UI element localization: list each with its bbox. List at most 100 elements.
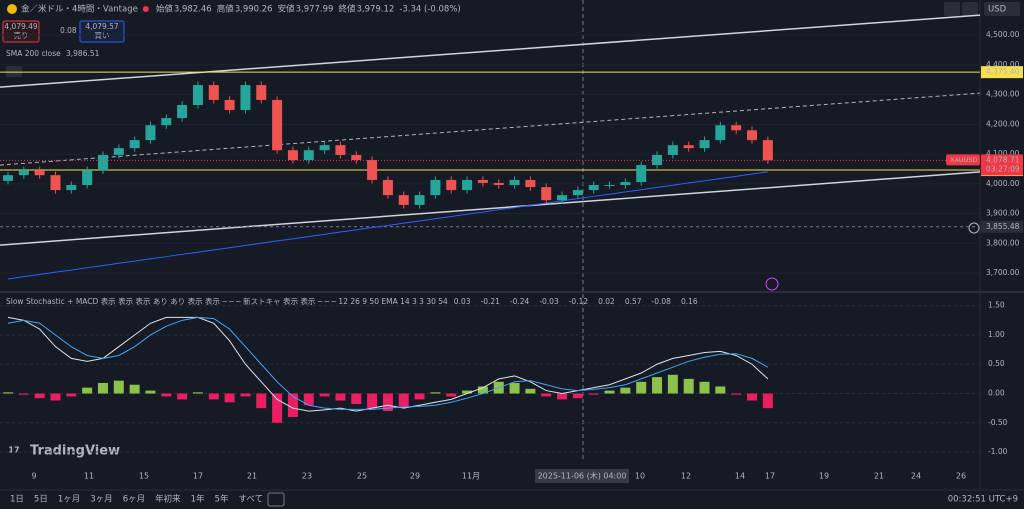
- y-tick-label: -1.00: [988, 447, 1008, 456]
- candle-body: [747, 130, 758, 141]
- ohlc-value: 3,982.46: [174, 5, 212, 15]
- compare-button[interactable]: [267, 492, 285, 507]
- y-tick-label: 3,700.00: [986, 268, 1020, 277]
- level-label: 4,375.40: [986, 67, 1020, 76]
- histogram-bar: [66, 393, 77, 397]
- range-button[interactable]: 6ヶ月: [123, 495, 145, 505]
- level-tag: [981, 220, 1023, 233]
- histogram-bar: [667, 374, 678, 394]
- histogram-bar: [161, 393, 172, 397]
- candle-body: [3, 175, 13, 181]
- level-label: 3,855.48: [986, 222, 1020, 231]
- y-tick-label: 0.00: [988, 389, 1005, 398]
- candle-body: [446, 179, 457, 191]
- x-tick-label: 15: [139, 472, 149, 481]
- candle-body: [398, 195, 409, 205]
- histogram-bar: [367, 393, 378, 409]
- clock: 00:32:51 UTC+9: [948, 495, 1018, 505]
- indicator-readout: -0.24: [510, 297, 530, 306]
- price-tag: [981, 154, 1023, 176]
- range-button[interactable]: 1年: [191, 494, 205, 505]
- histogram-bar: [636, 381, 647, 394]
- y-tick-label: -0.50: [988, 418, 1008, 427]
- indicator-readout: 0.57: [625, 297, 642, 306]
- candle-body: [462, 179, 473, 191]
- candle-body: [319, 145, 330, 151]
- range-button[interactable]: 3ヶ月: [90, 495, 112, 505]
- symbol-title[interactable]: 金／米ドル・4時間・Vantage: [21, 4, 138, 15]
- ohlc-label: 始値: [156, 4, 174, 15]
- y-tick-label: 4,500.00: [986, 30, 1020, 39]
- x-tick-label: 14: [735, 472, 745, 481]
- candle-body: [256, 85, 267, 100]
- candle-body: [430, 179, 441, 196]
- histogram-bar: [731, 393, 742, 395]
- histogram-bar: [652, 377, 663, 394]
- histogram-bar: [34, 393, 45, 399]
- y-tick-label: 1.00: [988, 330, 1005, 339]
- y-tick-label: 4,000.00: [986, 179, 1020, 188]
- ohlc-value: 3,990.26: [235, 5, 273, 15]
- buy-button[interactable]: [79, 20, 125, 43]
- histogram-bar: [462, 390, 473, 394]
- add-level[interactable]: [968, 222, 980, 234]
- histogram-bar: [303, 393, 314, 406]
- histogram-bar: [509, 382, 520, 394]
- x-tick-label: 23: [302, 472, 312, 481]
- y-tick-label: 4,400.00: [986, 60, 1020, 69]
- histogram-bar: [477, 386, 488, 394]
- range-button[interactable]: すべて: [238, 495, 263, 505]
- histogram-bar: [699, 381, 710, 394]
- alert-icon[interactable]: [765, 277, 779, 291]
- download-button[interactable]: [944, 2, 960, 16]
- candle-body: [240, 85, 251, 111]
- histogram-bar: [224, 393, 235, 403]
- ohlc-value: 3,977.99: [296, 5, 334, 15]
- histogram-bar: [208, 393, 219, 400]
- range-button[interactable]: 5日: [34, 495, 48, 505]
- sma-line: [7, 171, 768, 280]
- candle-body: [224, 99, 235, 111]
- histogram-bar: [272, 393, 283, 423]
- sell-button[interactable]: [2, 20, 40, 43]
- x-tick-label: 29: [410, 472, 420, 481]
- sell-price: 4,079.49: [4, 22, 38, 31]
- range-button[interactable]: 5年: [215, 494, 229, 505]
- candle-body: [18, 170, 29, 176]
- y-tick-label: 4,300.00: [986, 90, 1020, 99]
- currency-box[interactable]: [984, 2, 1020, 16]
- histogram-bar: [129, 384, 140, 394]
- range-button[interactable]: 年初来: [155, 494, 181, 505]
- menu-button[interactable]: [962, 2, 978, 16]
- candle-body: [636, 165, 647, 183]
- range-button[interactable]: 1日: [10, 495, 24, 505]
- x-tick-label: 17: [193, 472, 203, 481]
- x-tick-label: 11: [84, 472, 94, 481]
- indicator-readout: 0.16: [681, 297, 698, 306]
- histogram-bar: [620, 387, 631, 394]
- symbol-tag: [946, 154, 980, 166]
- oscillator-line: [7, 316, 769, 412]
- candle-body: [509, 179, 520, 186]
- histogram-bar: [683, 378, 694, 394]
- indicator-readout: -0.21: [481, 297, 501, 306]
- indicator-readout: -0.08: [652, 297, 672, 306]
- candle-body: [525, 179, 536, 188]
- candle-body: [604, 185, 615, 187]
- symbol-icon: [7, 4, 17, 14]
- y-tick-label: 4,100.00: [986, 149, 1020, 158]
- indicator-readout: -0.12: [569, 297, 589, 306]
- candle-body: [493, 182, 504, 186]
- histogram-bar: [572, 393, 583, 399]
- candle-body: [177, 104, 188, 119]
- range-button[interactable]: 1ヶ月: [58, 495, 80, 505]
- candle-body: [97, 154, 108, 171]
- collapse-button[interactable]: [6, 66, 22, 77]
- x-tick-label: 17: [765, 472, 775, 481]
- indicator-readout: 0.02: [598, 297, 615, 306]
- x-tick-label: 24: [911, 472, 921, 481]
- candle-body: [82, 170, 93, 186]
- x-tick-label: 12: [681, 472, 691, 481]
